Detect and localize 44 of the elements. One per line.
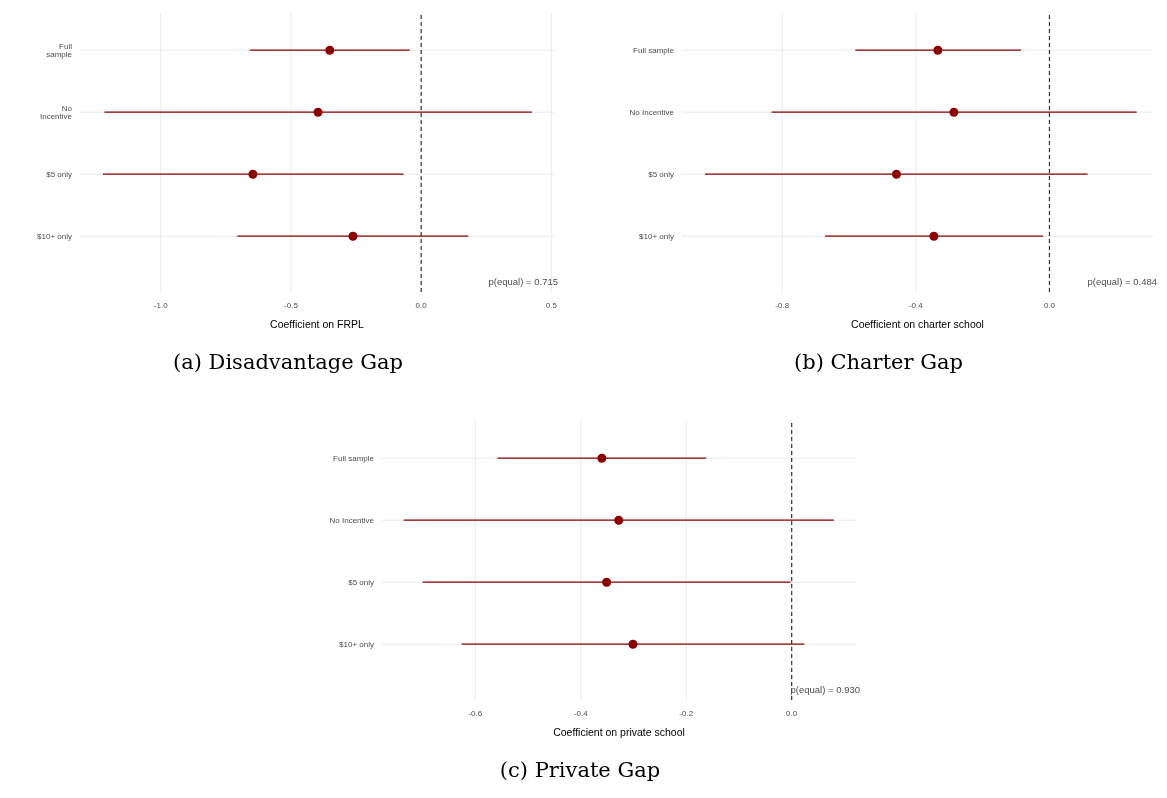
y-tick-label: $5 only bbox=[348, 578, 374, 588]
x-tick-label: -0.2 bbox=[679, 709, 694, 718]
point bbox=[949, 107, 959, 117]
annotation: p(equal) = 0.715 bbox=[488, 276, 558, 287]
point bbox=[929, 231, 939, 241]
x-tick-label: -1.0 bbox=[153, 301, 169, 310]
y-tick-label: $5 only bbox=[648, 170, 674, 180]
x-tick-label: -0.8 bbox=[775, 301, 790, 310]
point bbox=[313, 107, 323, 117]
point bbox=[628, 639, 638, 649]
y-tick-label: $10+ only bbox=[639, 232, 674, 242]
point bbox=[602, 577, 612, 587]
x-tick-label: 0.0 bbox=[1043, 301, 1056, 310]
y-tick-label: No Incentive bbox=[629, 108, 675, 118]
point bbox=[325, 45, 335, 55]
y-tick-label: Full sample bbox=[46, 42, 73, 60]
text: (b) Charter Gap bbox=[793, 350, 964, 374]
x-tick-label: 0.5 bbox=[545, 301, 558, 310]
y-tick-label: No Incentive bbox=[39, 104, 73, 122]
x-axis-title: Coefficient on FRPL bbox=[270, 318, 365, 330]
y-tick-label: No Incentive bbox=[329, 516, 375, 526]
point bbox=[348, 231, 358, 241]
point bbox=[248, 169, 258, 179]
y-tick-label: Full sample bbox=[633, 46, 675, 56]
x-tick-label: -0.4 bbox=[573, 709, 589, 718]
y-tick-label: $10+ only bbox=[37, 232, 72, 242]
point bbox=[614, 515, 624, 525]
x-tick-label: -0.4 bbox=[908, 301, 924, 310]
text: (a) Disadvantage Gap bbox=[172, 350, 404, 374]
point bbox=[891, 169, 901, 179]
annotation: p(equal) = 0.930 bbox=[790, 684, 860, 695]
y-tick-label: $10+ only bbox=[339, 640, 374, 650]
x-tick-label: 0.0 bbox=[786, 709, 798, 718]
y-tick-label: $5 only bbox=[46, 170, 72, 180]
point bbox=[933, 45, 943, 55]
x-tick-label: -0.5 bbox=[284, 301, 299, 310]
annotation: p(equal) = 0.484 bbox=[1087, 276, 1157, 287]
x-tick-label: -0.6 bbox=[468, 709, 483, 718]
point bbox=[597, 453, 607, 463]
x-tick-label: 0.0 bbox=[415, 301, 428, 310]
text: (c) Private Gap bbox=[498, 758, 662, 782]
x-axis-title: Coefficient on private school bbox=[553, 726, 685, 738]
x-axis-title: Coefficient on charter school bbox=[851, 318, 984, 330]
y-tick-label: Full sample bbox=[333, 454, 375, 464]
